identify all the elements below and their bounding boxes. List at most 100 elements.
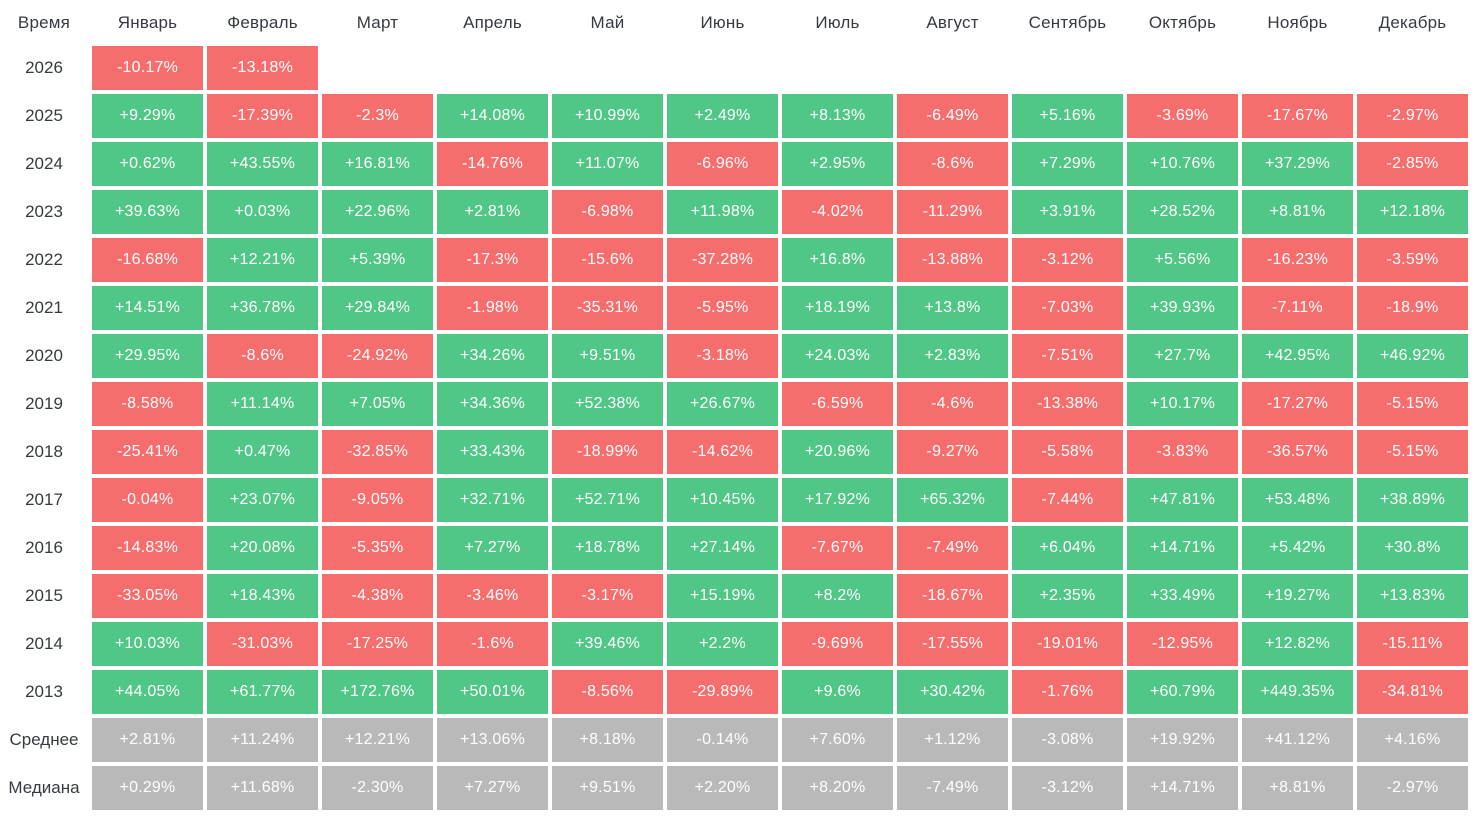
return-cell: +11.68%	[207, 766, 318, 810]
return-cell: +11.24%	[207, 718, 318, 762]
return-cell: +2.49%	[667, 94, 778, 138]
return-cell: +13.83%	[1357, 574, 1468, 618]
return-cell: -16.68%	[92, 238, 203, 282]
return-cell: -4.6%	[897, 382, 1008, 426]
return-cell: -7.67%	[782, 526, 893, 570]
return-cell: -24.92%	[322, 334, 433, 378]
return-cell: +39.63%	[92, 190, 203, 234]
return-cell: -14.76%	[437, 142, 548, 186]
column-header-month: Апрель	[463, 13, 522, 32]
return-cell: +7.27%	[437, 526, 548, 570]
return-cell: +44.05%	[92, 670, 203, 714]
return-cell: +8.13%	[782, 94, 893, 138]
return-cell: +0.29%	[92, 766, 203, 810]
return-cell: +5.56%	[1127, 238, 1238, 282]
empty-cell	[667, 46, 778, 90]
return-cell: +0.62%	[92, 142, 203, 186]
return-cell: +47.81%	[1127, 478, 1238, 522]
return-cell: +52.38%	[552, 382, 663, 426]
empty-cell	[1242, 46, 1353, 90]
return-cell: +9.6%	[782, 670, 893, 714]
return-cell: -3.12%	[1012, 238, 1123, 282]
column-header-month: Август	[926, 13, 979, 32]
return-cell: -3.17%	[552, 574, 663, 618]
return-cell: -6.49%	[897, 94, 1008, 138]
column-header-month: Январь	[117, 13, 178, 32]
return-cell: -2.97%	[1357, 766, 1468, 810]
return-cell: +39.46%	[552, 622, 663, 666]
row-label: 2023	[25, 202, 63, 221]
return-cell: +30.8%	[1357, 526, 1468, 570]
return-cell: +11.14%	[207, 382, 318, 426]
return-cell: -3.18%	[667, 334, 778, 378]
return-cell: -3.46%	[437, 574, 548, 618]
return-cell: +34.26%	[437, 334, 548, 378]
return-cell: +2.81%	[92, 718, 203, 762]
return-cell: +2.83%	[897, 334, 1008, 378]
return-cell: -16.23%	[1242, 238, 1353, 282]
return-cell: -3.83%	[1127, 430, 1238, 474]
row-label: 2014	[25, 634, 63, 653]
return-cell: +9.51%	[552, 334, 663, 378]
return-cell: -36.57%	[1242, 430, 1353, 474]
return-cell: -1.6%	[437, 622, 548, 666]
return-cell: -25.41%	[92, 430, 203, 474]
return-cell: +10.99%	[552, 94, 663, 138]
return-cell: -3.69%	[1127, 94, 1238, 138]
return-cell: -8.56%	[552, 670, 663, 714]
column-header-month: Сентябрь	[1028, 13, 1107, 32]
empty-cell	[552, 46, 663, 90]
column-header-month: Декабрь	[1378, 13, 1447, 32]
return-cell: +29.95%	[92, 334, 203, 378]
return-cell: -10.17%	[92, 46, 203, 90]
return-cell: +11.07%	[552, 142, 663, 186]
return-cell: +20.96%	[782, 430, 893, 474]
return-cell: -14.62%	[667, 430, 778, 474]
return-cell: -5.95%	[667, 286, 778, 330]
return-cell: +17.92%	[782, 478, 893, 522]
row-label: 2026	[25, 58, 63, 77]
return-cell: +36.78%	[207, 286, 318, 330]
return-cell: +12.21%	[322, 718, 433, 762]
return-cell: +7.60%	[782, 718, 893, 762]
return-cell: -17.39%	[207, 94, 318, 138]
return-cell: +30.42%	[897, 670, 1008, 714]
column-header-month: Июнь	[700, 13, 745, 32]
return-cell: -2.97%	[1357, 94, 1468, 138]
return-cell: +61.77%	[207, 670, 318, 714]
return-cell: +43.55%	[207, 142, 318, 186]
return-cell: -5.58%	[1012, 430, 1123, 474]
return-cell: -31.03%	[207, 622, 318, 666]
return-cell: +2.20%	[667, 766, 778, 810]
return-cell: +37.29%	[1242, 142, 1353, 186]
return-cell: +0.03%	[207, 190, 318, 234]
return-cell: -17.3%	[437, 238, 548, 282]
return-cell: +7.05%	[322, 382, 433, 426]
return-cell: -9.05%	[322, 478, 433, 522]
return-cell: +19.27%	[1242, 574, 1353, 618]
return-cell: -2.85%	[1357, 142, 1468, 186]
row-label: 2016	[25, 538, 63, 557]
return-cell: +13.06%	[437, 718, 548, 762]
column-header-month: Март	[356, 13, 399, 32]
return-cell: +10.03%	[92, 622, 203, 666]
return-cell: -7.44%	[1012, 478, 1123, 522]
return-cell: -18.99%	[552, 430, 663, 474]
row-label: 2024	[25, 154, 63, 173]
return-cell: -8.6%	[207, 334, 318, 378]
return-cell: -29.89%	[667, 670, 778, 714]
return-cell: +8.81%	[1242, 190, 1353, 234]
empty-cell	[782, 46, 893, 90]
return-cell: +14.71%	[1127, 766, 1238, 810]
return-cell: +5.42%	[1242, 526, 1353, 570]
return-cell: +172.76%	[322, 670, 433, 714]
empty-cell	[1127, 46, 1238, 90]
return-cell: -9.69%	[782, 622, 893, 666]
return-cell: +9.51%	[552, 766, 663, 810]
return-cell: +16.8%	[782, 238, 893, 282]
return-cell: +5.39%	[322, 238, 433, 282]
return-cell: -18.9%	[1357, 286, 1468, 330]
return-cell: +33.49%	[1127, 574, 1238, 618]
return-cell: +2.95%	[782, 142, 893, 186]
